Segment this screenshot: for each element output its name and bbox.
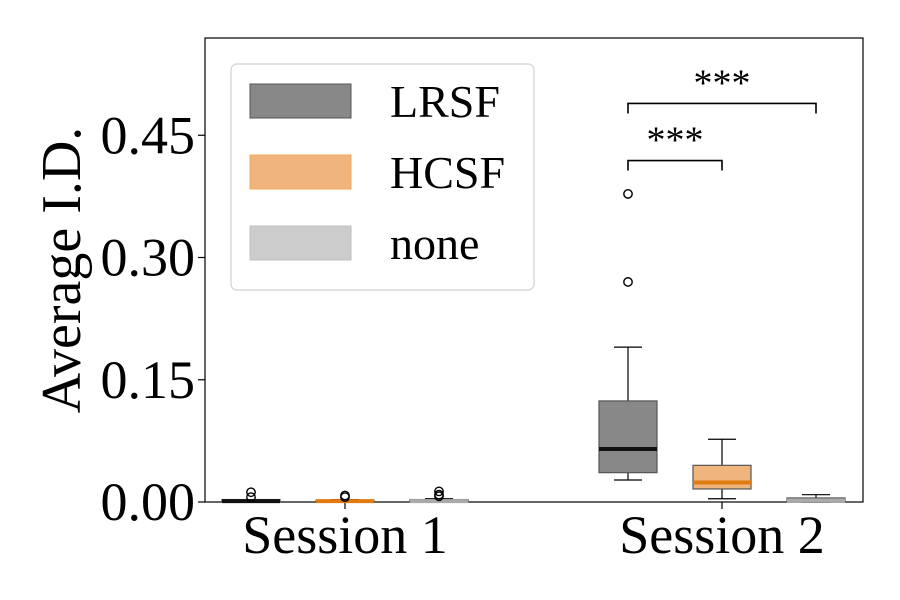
y-tick-label: 0.30 (101, 228, 196, 288)
legend: LRSF HCSF none (230, 63, 535, 291)
significance-bracket: *** (627, 62, 817, 114)
legend-swatch (249, 154, 352, 190)
bracket-line (627, 102, 817, 114)
significance-bracket: *** (627, 120, 723, 171)
bracket-line (627, 159, 723, 171)
x-tick-label: Session 1 (242, 505, 448, 565)
y-tick-label: 0.45 (101, 105, 196, 165)
legend-label: HCSF (390, 147, 505, 198)
box-body (692, 464, 752, 490)
box-hcsf-2 (692, 438, 752, 500)
outlier-point (434, 486, 444, 497)
box-hcsf-1 (315, 490, 375, 504)
significance-label: *** (694, 62, 751, 104)
legend-label: none (390, 218, 479, 269)
legend-swatch (249, 225, 352, 261)
box-none-2 (786, 494, 846, 503)
plot-area-frame (204, 37, 864, 503)
x-tick-label: Session 2 (619, 505, 825, 565)
x-axis-ticks: Session 1 Session 2 (242, 502, 825, 565)
box-lrsf-1 (221, 487, 281, 504)
box-lrsf-2 (598, 189, 658, 481)
outlier-point (434, 489, 444, 500)
y-axis-ticks: 0.00 0.15 0.30 0.45 (101, 105, 205, 532)
significance-label: *** (647, 120, 704, 162)
y-axis-label: Average I.D. (31, 127, 93, 414)
outlier-point (623, 277, 633, 287)
y-tick-label: 0.15 (101, 350, 196, 410)
outlier-point (623, 189, 633, 199)
box-groups (221, 189, 846, 504)
legend-label: LRSF (390, 76, 500, 127)
legend-swatch (249, 83, 352, 119)
box-body (598, 400, 658, 474)
significance-annotations: *** *** (627, 62, 817, 171)
outlier-point (246, 487, 256, 498)
outlier-point (246, 492, 256, 503)
box-none-1 (409, 486, 469, 504)
y-tick-label: 0.00 (101, 472, 196, 532)
outlier-point (340, 490, 350, 501)
